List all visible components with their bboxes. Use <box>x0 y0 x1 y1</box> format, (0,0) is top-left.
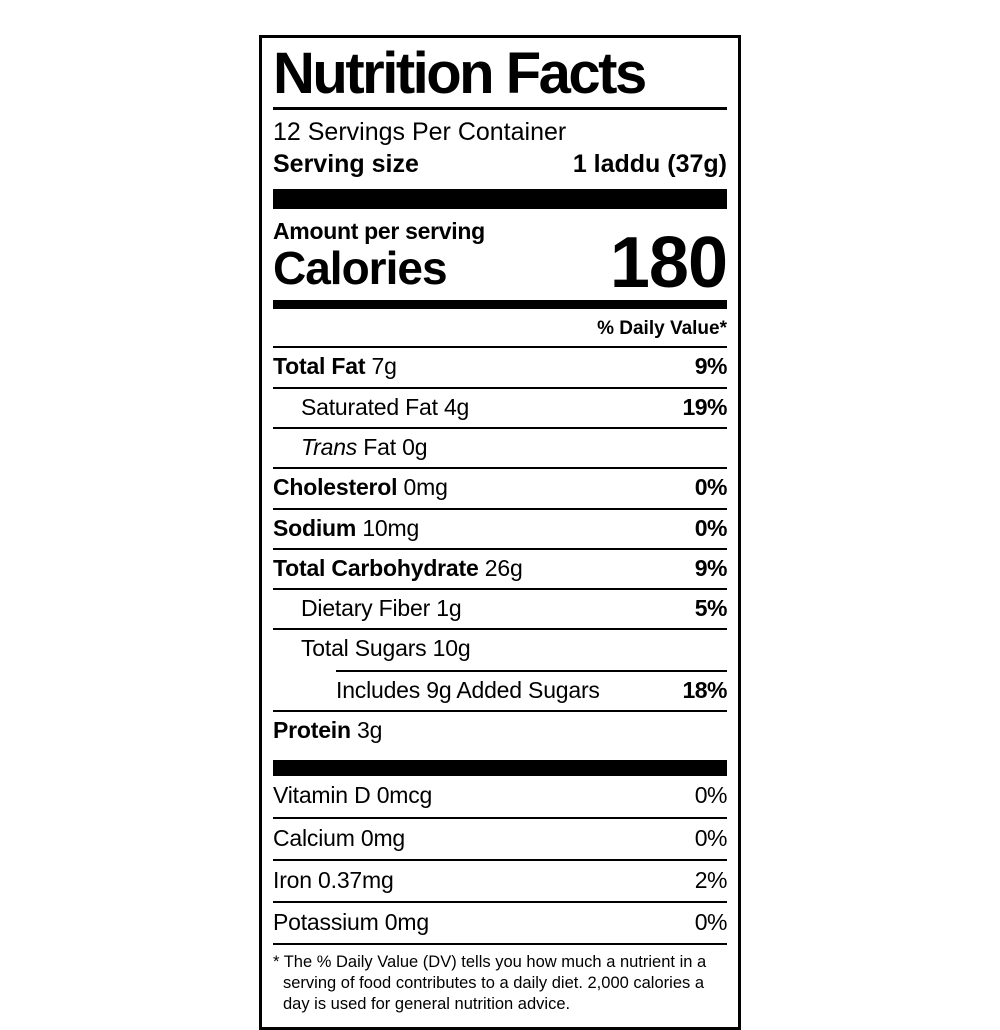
nutrient-name: Sodium 10mg <box>273 514 420 541</box>
micronutrient-row-calcium: Calcium 0mg 0% <box>273 819 728 861</box>
micronutrient-row-vitamin-d: Vitamin D 0mcg 0% <box>273 776 728 819</box>
nutrient-row-total-fat: Total Fat 7g 9% <box>273 348 728 389</box>
nutrient-amount: 3g <box>357 717 383 743</box>
nutrient-amount: 1g <box>436 595 462 622</box>
label-title: Nutrition Facts <box>273 40 727 110</box>
nutrient-amount: 0mg <box>403 474 448 501</box>
nutrient-name: Trans Fat 0g <box>301 433 428 460</box>
nutrient-name: Total Sugars 10g <box>301 635 471 662</box>
calories-section: Amount per serving Calories 180 <box>273 209 728 303</box>
daily-value-percent: 0% <box>694 824 728 851</box>
page-background: Nutrition Facts 12 Servings Per Containe… <box>259 35 741 1030</box>
nutrition-facts-label: Nutrition Facts 12 Servings Per Containe… <box>259 35 741 1030</box>
nutrient-row-cholesterol: Cholesterol 0mg 0% <box>273 469 728 510</box>
nutrient-row-total-sugars: Total Sugars 10g <box>273 630 727 669</box>
nutrient-row-dietary-fiber: Dietary Fiber 1g 5% <box>273 590 728 631</box>
daily-value-header: % Daily Value* <box>273 309 727 349</box>
daily-value-percent: 18% <box>682 676 727 703</box>
nutrient-name: Total Carbohydrate 26g <box>273 554 523 581</box>
serving-size-row: Serving size 1 laddu (37g) <box>273 147 727 189</box>
nutrient-name: Total Fat 7g <box>273 353 397 380</box>
calories-value: 180 <box>609 222 728 303</box>
daily-value-percent: 19% <box>682 393 727 420</box>
indented-divider <box>336 669 727 672</box>
daily-value-percent: 0% <box>694 474 728 501</box>
calories-label: Calories <box>273 241 448 294</box>
micronutrient-row-iron: Iron 0.37mg 2% <box>273 861 728 904</box>
nutrient-row-trans-fat: Trans Fat 0g <box>273 429 727 470</box>
nutrient-amount: 10mg <box>362 514 420 541</box>
daily-value-footnote: * The % Daily Value (DV) tells you how m… <box>273 945 727 1023</box>
separator-bar-micronutrients <box>273 760 727 777</box>
daily-value-percent: 9% <box>694 554 728 581</box>
nutrient-name: Dietary Fiber 1g <box>301 595 462 622</box>
micronutrient-row-potassium: Potassium 0mg 0% <box>273 903 728 946</box>
daily-value-percent: 0% <box>694 782 728 809</box>
daily-value-percent: 9% <box>694 353 728 380</box>
nutrient-name: Cholesterol 0mg <box>273 474 448 501</box>
amount-per-serving-label: Amount per serving <box>273 217 485 244</box>
calories-left-column: Amount per serving Calories <box>273 218 485 291</box>
nutrient-name: Iron 0.37mg <box>273 866 394 893</box>
footnote-text: * The % Daily Value (DV) tells you how m… <box>273 953 707 1014</box>
daily-value-percent: 5% <box>694 595 728 622</box>
nutrient-amount: 4g <box>443 393 470 420</box>
nutrient-amount: 26g <box>484 554 523 581</box>
nutrient-name: Includes 9g Added Sugars <box>336 676 600 703</box>
nutrient-amount: 0mcg <box>376 782 433 809</box>
nutrient-row-total-carbohydrate: Total Carbohydrate 26g 9% <box>273 550 728 591</box>
nutrient-amount: Fat 0g <box>363 433 428 460</box>
nutrient-amount: 0.37mg <box>318 866 394 893</box>
nutrient-row-sodium: Sodium 10mg 0% <box>273 510 728 550</box>
nutrient-name: Vitamin D 0mcg <box>273 782 433 809</box>
nutrient-amount: 10g <box>432 635 471 662</box>
nutrient-amount: 0mg <box>384 909 429 936</box>
daily-value-percent: 0% <box>694 909 728 936</box>
nutrient-name: Saturated Fat 4g <box>301 393 470 420</box>
nutrient-amount: 0mg <box>360 824 406 851</box>
daily-value-percent: 0% <box>694 514 728 541</box>
nutrient-name: Potassium 0mg <box>273 909 429 936</box>
separator-bar-top <box>273 188 727 209</box>
separator-bar-calories <box>273 300 727 310</box>
nutrient-amount: 7g <box>371 353 397 380</box>
nutrient-name: Calcium 0mg <box>273 824 406 851</box>
nutrient-row-added-sugars: Includes 9g Added Sugars 18% <box>273 672 727 712</box>
nutrient-row-saturated-fat: Saturated Fat 4g 19% <box>273 389 727 429</box>
daily-value-percent: 2% <box>694 866 728 893</box>
nutrient-row-protein: Protein 3g <box>273 712 727 751</box>
servings-per-container: 12 Servings Per Container <box>273 117 567 146</box>
serving-size-value: 1 laddu (37g) <box>572 149 727 178</box>
nutrient-name: Protein 3g <box>273 717 383 743</box>
serving-size-label: Serving size <box>273 149 419 178</box>
